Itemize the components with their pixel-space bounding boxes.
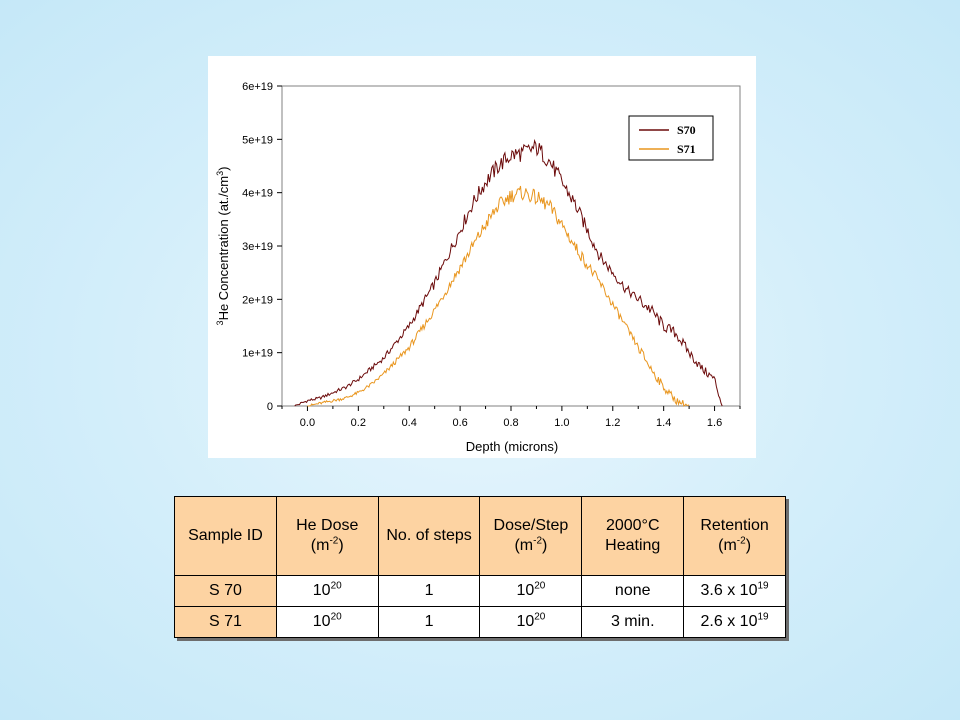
header-retention: Retention (m-2) (683, 496, 786, 576)
x-tick-label: 0.2 (351, 417, 366, 429)
x-tick-label: 1.6 (707, 417, 722, 429)
cell-he-dose: 1020 (275, 606, 379, 638)
cell-heating: 3 min. (581, 606, 685, 638)
x-tick-label: 0.4 (402, 417, 417, 429)
series-line-s70 (294, 138, 723, 407)
y-axis-title: 3He Concentration (at./cm3) (215, 167, 231, 326)
table-row: S 70 1020 1 1020 none 3.6 x 1019 (174, 575, 786, 607)
x-tick-label: 0.6 (452, 417, 467, 429)
cell-dose-step: 1020 (479, 575, 583, 607)
cell-heating: none (581, 575, 685, 607)
table-row: S 71 1020 1 1020 3 min. 2.6 x 1019 (174, 606, 786, 638)
table-header-row: Sample ID He Dose (m-2) No. of steps Dose… (174, 496, 786, 576)
y-tick-label: 3e+19 (242, 241, 273, 253)
header-sample-id: Sample ID (174, 496, 277, 576)
x-axis-title: Depth (microns) (466, 439, 558, 454)
y-tick-label: 6e+19 (242, 81, 273, 93)
cell-sample-id: S 71 (174, 606, 277, 638)
header-heating: 2000°C Heating (581, 496, 685, 576)
concentration-chart: 0 1e+19 2e+19 3e+19 4e+19 5e+19 6e+19 0.0 0.2 0.4… (215, 81, 741, 454)
cell-retention: 3.6 x 1019 (683, 575, 786, 607)
cell-sample-id: S 70 (174, 575, 277, 607)
header-steps: No. of steps (377, 496, 481, 576)
header-he-dose: He Dose (m-2) (275, 496, 379, 576)
y-tick-label: 4e+19 (242, 188, 273, 200)
cell-steps: 1 (377, 575, 481, 607)
y-tick-label: 0 (267, 401, 273, 413)
legend-entry: S70 (677, 123, 696, 137)
cell-steps: 1 (377, 606, 481, 638)
x-tick-label: 1.0 (554, 417, 569, 429)
y-tick-label: 1e+19 (242, 348, 273, 360)
header-dose-step: Dose/Step (m-2) (479, 496, 583, 576)
cell-dose-step: 1020 (479, 606, 583, 638)
cell-he-dose: 1020 (275, 575, 379, 607)
x-tick-label: 0.0 (300, 417, 315, 429)
x-tick-label: 0.8 (503, 417, 518, 429)
x-tick-label: 1.2 (605, 417, 620, 429)
legend-box (628, 115, 714, 161)
retention-table: Sample ID He Dose (m-2) No. of steps Dose… (174, 496, 786, 638)
x-tick-label: 1.4 (656, 417, 671, 429)
cell-retention: 2.6 x 1019 (683, 606, 786, 638)
legend-entry: S71 (677, 142, 696, 156)
y-tick-label: 2e+19 (242, 294, 273, 306)
chart-panel: 0 1e+19 2e+19 3e+19 4e+19 5e+19 6e+19 0.0 0.2 0.4… (208, 56, 756, 458)
y-tick-label: 5e+19 (242, 134, 273, 146)
series-line-s71 (307, 185, 690, 407)
